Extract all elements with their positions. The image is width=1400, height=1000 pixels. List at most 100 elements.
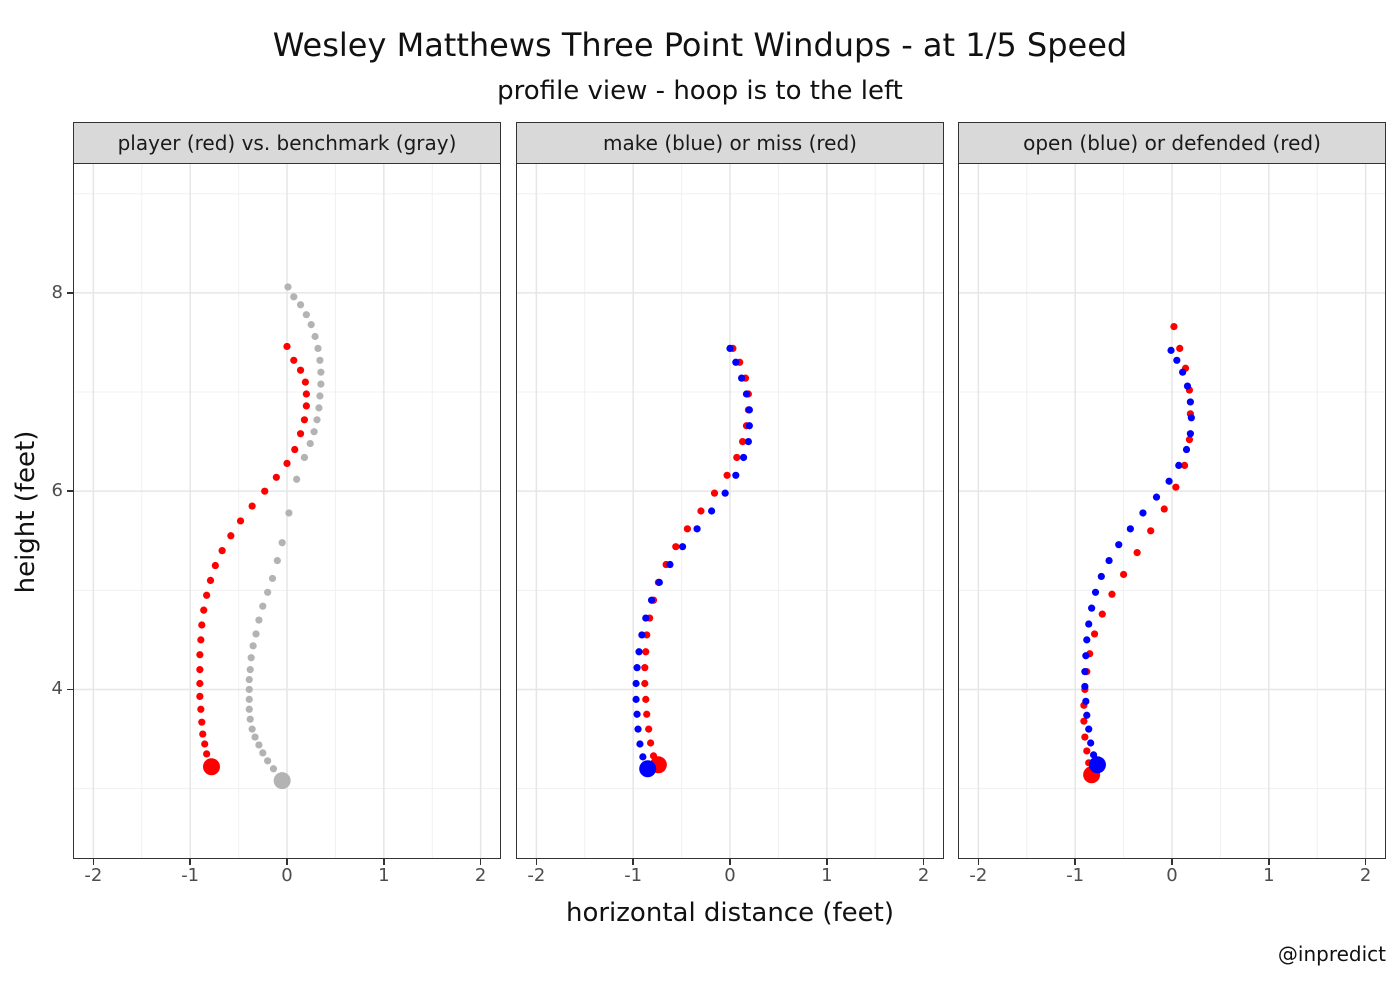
data-point-gray (252, 630, 260, 638)
y-tick-mark (67, 490, 73, 492)
data-point-gray (264, 588, 272, 596)
data-point-blue (1088, 604, 1096, 612)
data-point-gray (269, 765, 278, 773)
data-point-red (1170, 322, 1178, 331)
data-point-gray (268, 574, 277, 583)
data-point-blue (1083, 711, 1091, 719)
x-tick-label: 2 (474, 865, 487, 886)
x-tick-mark (479, 859, 482, 865)
plot-area (958, 163, 1386, 859)
data-point-blue (732, 471, 740, 479)
data-point-blue (655, 578, 663, 586)
data-point-red (1080, 717, 1088, 725)
data-point-red (1176, 344, 1184, 353)
data-point-blue (639, 753, 647, 761)
x-tick-label: 1 (821, 865, 833, 886)
scatter-plot (517, 164, 943, 858)
data-point-red (1108, 590, 1116, 598)
data-point-gray (317, 380, 325, 388)
data-point-gray (317, 368, 325, 376)
data-point-red (199, 730, 207, 738)
data-point-red (200, 606, 208, 614)
start-point-gray (273, 772, 291, 790)
x-tick-mark (632, 859, 634, 865)
x-tick-mark (1268, 859, 1270, 865)
data-point-blue (1082, 652, 1090, 660)
data-point-gray (245, 705, 253, 713)
data-point-red (203, 750, 211, 758)
x-tick-label: -1 (181, 865, 200, 886)
data-point-blue (1085, 620, 1093, 628)
x-tick-mark (922, 859, 925, 865)
data-point-gray (259, 749, 267, 757)
x-tick-label: -2 (84, 865, 103, 886)
x-tick-label: 0 (724, 865, 736, 886)
data-point-blue (1082, 697, 1090, 705)
data-point-blue (633, 664, 641, 672)
data-point-blue (638, 631, 646, 639)
data-point-blue (742, 390, 751, 398)
data-point-blue (1165, 477, 1173, 485)
data-point-blue (632, 695, 640, 703)
data-point-gray (273, 556, 281, 565)
data-point-blue (678, 543, 687, 551)
data-point-blue (1152, 493, 1161, 501)
data-point-blue (1097, 572, 1105, 581)
data-point-blue (745, 406, 753, 414)
facet-strip-label: open (blue) or defended (red) (958, 122, 1386, 164)
x-tick-label: -1 (624, 865, 643, 886)
data-point-gray (249, 642, 257, 650)
data-point-red (290, 356, 298, 364)
data-point-gray (316, 392, 324, 400)
data-point-red (641, 664, 649, 672)
y-tick-mark (67, 292, 73, 294)
data-point-red (1160, 505, 1168, 513)
x-tick-label: 1 (1263, 865, 1275, 886)
data-point-red (683, 525, 691, 533)
data-point-red (272, 473, 280, 481)
data-point-blue (1173, 356, 1181, 364)
data-point-red (302, 390, 310, 398)
data-point-red (642, 648, 650, 656)
data-point-red (1172, 483, 1180, 491)
data-point-blue (666, 560, 674, 569)
data-point-blue (642, 614, 650, 622)
data-point-red (211, 561, 219, 570)
x-tick-mark (189, 859, 191, 865)
data-point-blue (1182, 445, 1191, 454)
data-point-red (196, 666, 204, 674)
data-point-red (641, 679, 649, 688)
x-tick-label: 1 (378, 865, 390, 886)
chart-subtitle: profile view - hoop is to the left (497, 76, 903, 106)
data-point-red (196, 679, 204, 688)
data-point-blue (1087, 739, 1095, 747)
data-point-red (642, 695, 650, 703)
x-tick-label: -2 (969, 865, 988, 886)
data-point-blue (1085, 725, 1093, 733)
data-point-red (227, 532, 235, 540)
data-point-gray (246, 666, 254, 674)
data-point-red (1090, 630, 1099, 638)
data-point-blue (1105, 556, 1113, 565)
x-tick-mark (1171, 859, 1173, 865)
data-point-blue (1175, 461, 1183, 469)
data-point-blue (1083, 636, 1091, 644)
data-point-blue (635, 648, 643, 656)
data-point-blue (632, 679, 640, 688)
data-point-gray (251, 733, 259, 741)
data-point-gray (293, 475, 301, 483)
data-point-red (1185, 436, 1194, 444)
y-tick-label: 6 (51, 480, 63, 502)
data-point-gray (255, 616, 263, 624)
facet-panel-3: open (blue) or defended (red) -2 -1 0 1 2 (958, 122, 1386, 886)
start-point-blue (639, 760, 657, 778)
data-point-red (1098, 610, 1106, 618)
x-tick-mark (977, 859, 980, 865)
data-point-red (302, 402, 310, 410)
data-point-red (197, 636, 205, 644)
data-point-gray (316, 356, 324, 364)
x-tick-label: 2 (917, 865, 930, 886)
data-point-gray (310, 428, 318, 436)
data-point-blue (633, 710, 641, 718)
x-tick-mark (1074, 859, 1076, 865)
